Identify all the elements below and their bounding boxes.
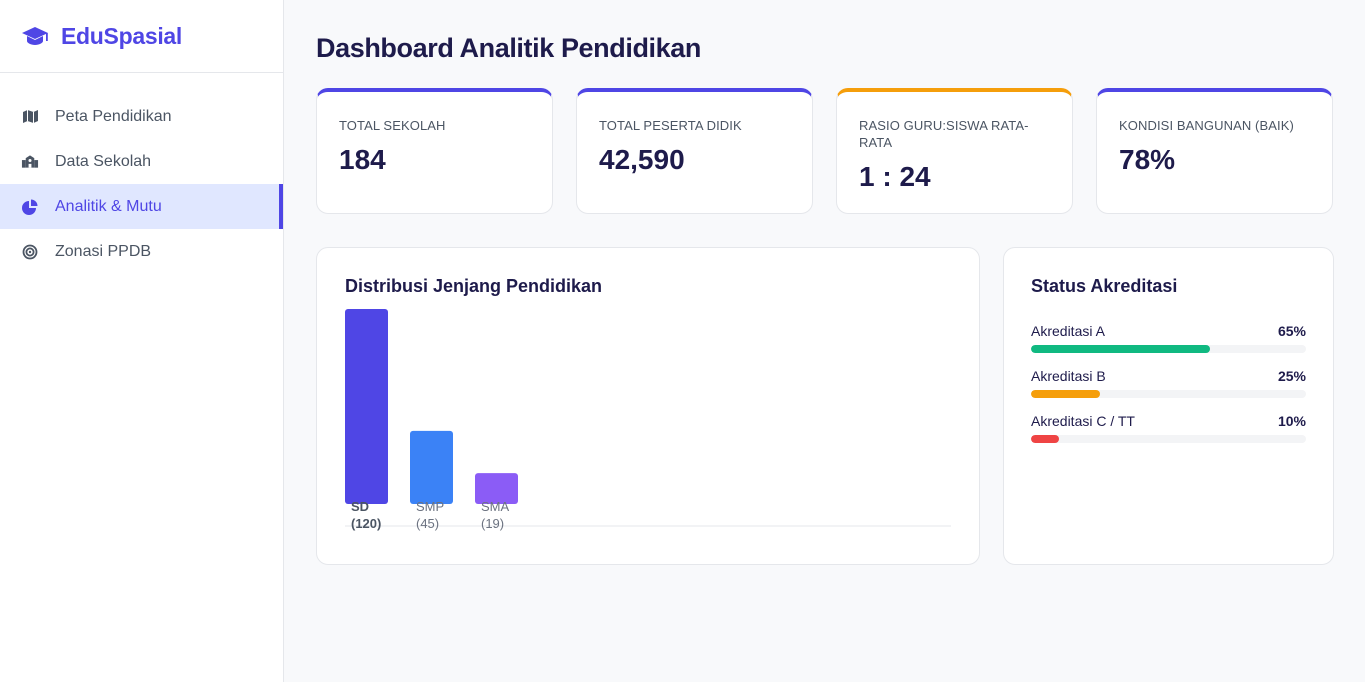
bar-label-smp: SMP (45) bbox=[416, 498, 444, 532]
brand-name: EduSpasial bbox=[61, 22, 182, 49]
sidebar-item-label: Peta Pendidikan bbox=[55, 107, 172, 125]
stat-label: TOTAL SEKOLAH bbox=[339, 118, 446, 133]
bar-sd bbox=[345, 309, 388, 504]
bar-category-label: SD bbox=[351, 499, 370, 514]
progress-track bbox=[1031, 390, 1306, 398]
stat-card-kondisi-bangunan: KONDISI BANGUNAN (BAIK) 78% bbox=[1096, 88, 1333, 214]
stats-row: TOTAL SEKOLAH 184 TOTAL PESERTA DIDIK 42… bbox=[316, 88, 1334, 214]
accreditation-row-c: Akreditasi C / TT 10% bbox=[1031, 413, 1306, 443]
bar-category-label: SMA bbox=[481, 499, 510, 514]
accreditation-panel: Status Akreditasi Akreditasi A 65% A bbox=[1003, 247, 1334, 565]
target-icon bbox=[21, 243, 39, 261]
progress-fill bbox=[1031, 390, 1100, 398]
progress-track bbox=[1031, 345, 1306, 353]
sidebar-item-data-sekolah[interactable]: Data Sekolah bbox=[0, 139, 283, 184]
sidebar-item-zonasi-ppdb[interactable]: Zonasi PPDB bbox=[0, 229, 283, 274]
sidebar-item-label: Analitik & Mutu bbox=[55, 197, 162, 215]
bar-chart-svg bbox=[345, 309, 951, 527]
bar-label-sma: SMA (19) bbox=[481, 498, 509, 532]
stat-value: 78% bbox=[1119, 144, 1176, 175]
chart-title: Distribusi Jenjang Pendidikan bbox=[345, 276, 603, 296]
map-icon bbox=[21, 108, 39, 126]
stat-value: 42,590 bbox=[599, 144, 685, 175]
accreditation-title: Status Akreditasi bbox=[1031, 276, 1178, 296]
progress-track bbox=[1031, 435, 1306, 443]
sidebar-item-label: Zonasi PPDB bbox=[55, 242, 152, 260]
sidebar-nav: Peta Pendidikan Data Sekolah bbox=[0, 73, 283, 274]
main-content: Dashboard Analitik Pendidikan TOTAL SEKO… bbox=[284, 0, 1365, 682]
accreditation-percent: 65% bbox=[1277, 323, 1306, 339]
sidebar-item-analitik-mutu[interactable]: Analitik & Mutu bbox=[0, 184, 283, 229]
sidebar-item-peta-pendidikan[interactable]: Peta Pendidikan bbox=[0, 94, 283, 139]
lower-row: Distribusi Jenjang Pendidikan SD (120) SMP… bbox=[316, 247, 1334, 565]
pie-chart-icon bbox=[21, 198, 39, 216]
stat-value: 1 : 24 bbox=[859, 161, 931, 192]
distribution-chart-panel: Distribusi Jenjang Pendidikan SD (120) SMP… bbox=[316, 247, 980, 565]
brand[interactable]: EduSpasial bbox=[0, 0, 283, 73]
accreditation-label: Akreditasi A bbox=[1031, 323, 1105, 339]
bar-sma bbox=[475, 473, 518, 504]
accreditation-row-a: Akreditasi A 65% bbox=[1031, 323, 1306, 353]
stat-label: RASIO GURU:SISWA RATA-RATA bbox=[859, 118, 1029, 150]
stat-label: KONDISI BANGUNAN (BAIK) bbox=[1119, 118, 1294, 133]
stat-card-rasio-guru-siswa: RASIO GURU:SISWA RATA-RATA 1 : 24 bbox=[836, 88, 1073, 214]
accreditation-list: Akreditasi A 65% Akreditasi B 25% bbox=[1031, 323, 1306, 443]
stat-label: TOTAL PESERTA DIDIK bbox=[599, 118, 742, 133]
bar-smp bbox=[410, 430, 453, 504]
progress-fill bbox=[1031, 345, 1210, 353]
page-title: Dashboard Analitik Pendidikan bbox=[316, 33, 701, 63]
sidebar: EduSpasial Peta Pendidikan bbox=[0, 0, 284, 682]
bar-chart: SD (120) SMP (45) SMA (19) bbox=[345, 309, 951, 532]
bar-label-sd: SD (120) bbox=[351, 498, 381, 532]
graduation-cap-icon bbox=[21, 24, 51, 48]
sidebar-item-label: Data Sekolah bbox=[55, 152, 152, 170]
bar-category-label: SMP bbox=[416, 499, 445, 514]
bar-count-label: (120) bbox=[351, 516, 382, 531]
accreditation-label: Akreditasi C / TT bbox=[1031, 413, 1135, 429]
stat-card-total-sekolah: TOTAL SEKOLAH 184 bbox=[316, 88, 553, 214]
bar-count-label: (19) bbox=[481, 516, 505, 531]
accreditation-label: Akreditasi B bbox=[1031, 368, 1106, 384]
school-icon bbox=[21, 153, 39, 171]
stat-value: 184 bbox=[339, 144, 386, 175]
accreditation-percent: 25% bbox=[1277, 368, 1306, 384]
accreditation-row-b: Akreditasi B 25% bbox=[1031, 368, 1306, 398]
bar-count-label: (45) bbox=[416, 516, 440, 531]
stat-card-total-peserta-didik: TOTAL PESERTA DIDIK 42,590 bbox=[576, 88, 813, 214]
progress-fill bbox=[1031, 435, 1059, 443]
accreditation-percent: 10% bbox=[1277, 413, 1306, 429]
